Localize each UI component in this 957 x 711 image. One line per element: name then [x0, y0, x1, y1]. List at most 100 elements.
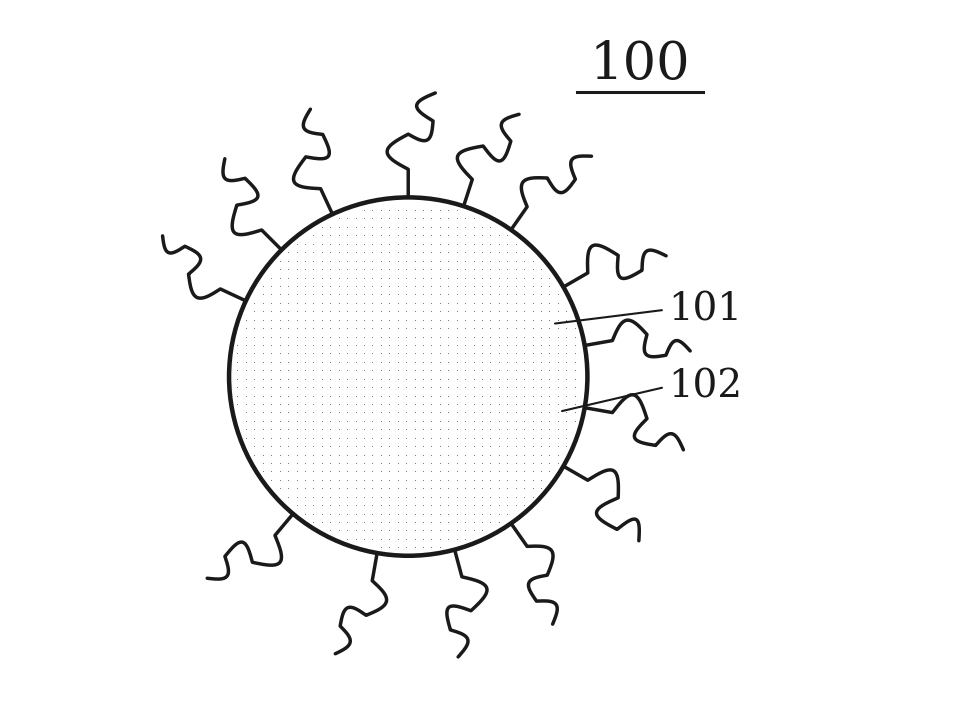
Point [424, 381, 439, 392]
Point [457, 348, 473, 359]
Point [433, 306, 448, 317]
Point [407, 272, 422, 283]
Point [407, 424, 422, 435]
Point [491, 466, 506, 477]
Point [340, 255, 355, 267]
Point [433, 415, 448, 427]
Point [542, 306, 557, 317]
Point [440, 381, 456, 392]
Point [365, 432, 380, 444]
Point [230, 381, 245, 392]
Point [457, 415, 473, 427]
Point [298, 508, 313, 519]
Point [542, 390, 557, 401]
Point [373, 525, 389, 536]
Point [550, 415, 566, 427]
Point [382, 390, 397, 401]
Point [407, 255, 422, 267]
Point [289, 297, 304, 309]
Point [440, 272, 456, 283]
Point [373, 424, 389, 435]
Point [508, 280, 523, 292]
Point [449, 306, 464, 317]
Point [533, 398, 548, 410]
Point [398, 542, 413, 553]
Point [500, 289, 515, 300]
Point [340, 238, 355, 250]
Point [382, 449, 397, 460]
Point [457, 297, 473, 309]
Point [457, 263, 473, 274]
Point [373, 348, 389, 359]
Point [466, 508, 481, 519]
Point [440, 331, 456, 342]
Point [382, 356, 397, 368]
Point [256, 348, 271, 359]
Point [280, 297, 296, 309]
Point [500, 230, 515, 241]
Point [331, 390, 346, 401]
Point [365, 331, 380, 342]
Point [407, 381, 422, 392]
Point [433, 230, 448, 241]
Point [457, 280, 473, 292]
Point [508, 398, 523, 410]
Point [433, 398, 448, 410]
Point [238, 407, 254, 418]
Point [466, 516, 481, 528]
Point [348, 474, 364, 486]
Point [256, 440, 271, 451]
Point [491, 348, 506, 359]
Point [382, 365, 397, 376]
Point [340, 306, 355, 317]
Point [305, 356, 321, 368]
Point [348, 230, 364, 241]
Point [398, 533, 413, 545]
Point [340, 432, 355, 444]
Point [365, 314, 380, 326]
Point [382, 542, 397, 553]
Point [517, 306, 532, 317]
Point [382, 204, 397, 215]
Point [517, 263, 532, 274]
Point [365, 415, 380, 427]
Point [340, 356, 355, 368]
Point [340, 390, 355, 401]
Point [398, 306, 413, 317]
Point [407, 457, 422, 469]
Point [449, 398, 464, 410]
Point [365, 322, 380, 333]
Point [424, 424, 439, 435]
Point [365, 356, 380, 368]
Point [331, 407, 346, 418]
Point [314, 483, 329, 494]
Point [289, 322, 304, 333]
Point [491, 516, 506, 528]
Point [298, 365, 313, 376]
Point [305, 415, 321, 427]
Point [398, 390, 413, 401]
Point [390, 533, 406, 545]
Point [491, 339, 506, 351]
Point [390, 483, 406, 494]
Point [415, 272, 431, 283]
Point [348, 381, 364, 392]
Point [508, 432, 523, 444]
Point [280, 314, 296, 326]
Point [263, 272, 278, 283]
Point [263, 348, 278, 359]
Point [280, 381, 296, 392]
Point [382, 213, 397, 224]
Point [424, 542, 439, 553]
Point [331, 255, 346, 267]
Point [457, 533, 473, 545]
Point [348, 424, 364, 435]
Point [433, 322, 448, 333]
Point [475, 314, 490, 326]
Point [491, 314, 506, 326]
Point [491, 356, 506, 368]
Point [415, 457, 431, 469]
Point [230, 356, 245, 368]
Point [449, 457, 464, 469]
Point [517, 483, 532, 494]
